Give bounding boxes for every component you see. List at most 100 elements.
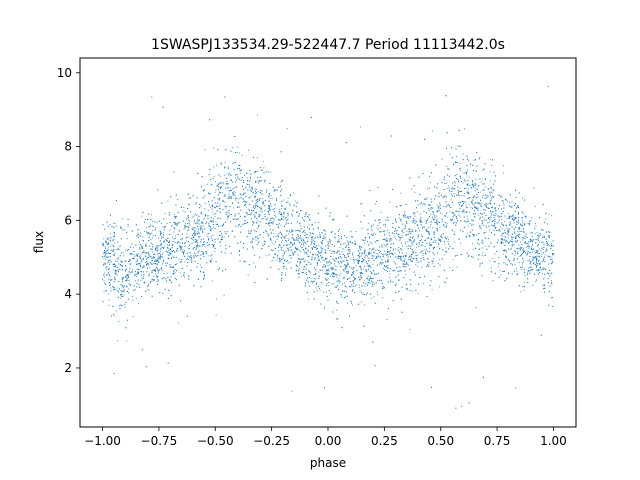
data-point xyxy=(152,220,154,222)
data-point xyxy=(207,236,209,238)
data-point xyxy=(342,290,344,292)
data-point xyxy=(306,254,308,256)
data-point xyxy=(362,260,364,262)
data-point xyxy=(166,262,168,264)
data-point xyxy=(350,258,351,260)
data-point xyxy=(144,252,146,254)
data-point xyxy=(388,254,390,256)
data-point xyxy=(525,241,527,243)
data-point xyxy=(340,273,342,275)
data-point xyxy=(279,257,281,259)
data-point xyxy=(331,273,333,275)
data-point xyxy=(188,244,190,246)
data-point xyxy=(328,240,330,242)
data-point xyxy=(387,256,389,258)
data-point xyxy=(310,232,312,234)
data-point xyxy=(113,286,115,288)
data-point xyxy=(445,224,447,226)
data-point xyxy=(543,288,545,290)
data-point xyxy=(287,237,289,239)
data-point xyxy=(331,269,333,271)
data-point xyxy=(499,269,501,271)
data-point xyxy=(117,241,119,243)
data-point xyxy=(425,198,427,200)
data-point xyxy=(333,251,335,253)
data-point xyxy=(277,257,279,259)
data-point xyxy=(141,215,143,217)
data-point xyxy=(315,271,317,273)
data-point xyxy=(520,223,522,225)
data-point xyxy=(333,259,335,261)
data-point xyxy=(397,249,399,251)
data-point xyxy=(501,200,503,202)
data-point xyxy=(256,202,258,204)
data-point xyxy=(152,243,154,245)
data-point xyxy=(386,216,388,218)
data-point xyxy=(362,268,364,270)
data-point xyxy=(180,275,182,277)
data-point xyxy=(373,270,375,272)
data-point xyxy=(279,243,281,245)
data-point xyxy=(494,261,496,263)
data-point xyxy=(230,196,232,198)
data-point xyxy=(472,243,474,245)
data-point xyxy=(540,269,542,271)
data-point xyxy=(127,277,129,279)
data-point xyxy=(314,274,316,276)
data-point xyxy=(236,197,238,199)
data-point xyxy=(162,248,164,250)
data-point xyxy=(400,219,402,221)
data-point xyxy=(428,251,430,253)
data-point xyxy=(312,281,314,283)
data-point xyxy=(536,245,538,247)
data-point xyxy=(103,256,105,258)
data-point xyxy=(202,243,204,245)
data-point xyxy=(347,272,349,274)
data-point xyxy=(268,209,270,211)
data-point xyxy=(344,285,346,287)
data-point xyxy=(192,216,194,218)
data-point xyxy=(280,241,282,243)
data-point xyxy=(424,249,426,251)
data-point xyxy=(364,242,366,244)
data-point xyxy=(308,245,310,247)
data-point xyxy=(489,260,491,262)
data-point xyxy=(299,246,301,248)
data-point xyxy=(278,260,280,262)
data-point xyxy=(480,205,482,207)
data-point xyxy=(464,220,466,222)
data-point xyxy=(320,281,322,283)
data-point xyxy=(338,282,340,284)
data-point xyxy=(238,152,240,154)
data-point xyxy=(484,197,486,199)
data-point xyxy=(349,266,351,268)
data-point xyxy=(384,253,386,255)
data-point xyxy=(450,193,452,195)
data-point xyxy=(464,179,466,181)
data-point xyxy=(262,161,264,163)
data-point xyxy=(475,208,477,210)
data-point xyxy=(105,269,107,271)
data-point xyxy=(258,240,260,242)
data-point xyxy=(484,186,486,188)
data-point xyxy=(130,284,132,286)
data-point xyxy=(269,171,271,173)
data-point xyxy=(382,256,384,258)
data-point xyxy=(330,256,332,258)
data-point xyxy=(148,267,150,269)
data-point xyxy=(350,231,352,233)
data-point xyxy=(311,238,313,240)
data-point xyxy=(291,230,293,232)
data-point xyxy=(538,236,540,238)
data-point xyxy=(358,286,360,288)
data-point xyxy=(239,179,241,181)
data-point xyxy=(283,199,285,201)
data-point xyxy=(169,229,171,231)
data-point xyxy=(313,237,315,239)
data-point xyxy=(415,264,417,266)
data-point xyxy=(480,181,482,183)
data-point xyxy=(506,277,508,279)
data-point xyxy=(317,247,318,249)
data-point xyxy=(307,250,309,252)
data-point xyxy=(534,257,536,259)
